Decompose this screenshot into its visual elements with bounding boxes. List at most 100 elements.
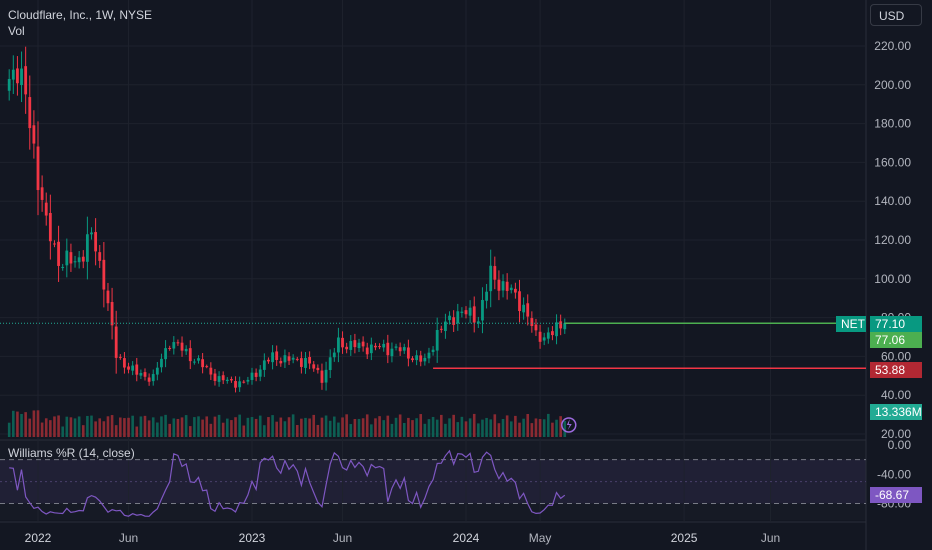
candle-body — [513, 288, 517, 293]
volume-bar — [114, 425, 118, 437]
volume-bar — [526, 414, 530, 437]
volume-bar — [337, 422, 340, 437]
volume-bar — [411, 420, 414, 437]
volume-bar — [172, 418, 176, 437]
candle-body — [435, 329, 439, 351]
candle-body — [61, 266, 65, 268]
candle-body — [299, 358, 303, 367]
volume-bar — [65, 416, 69, 437]
volume-bar — [353, 419, 357, 437]
volume-bar — [390, 423, 394, 437]
volume-bar — [481, 419, 484, 437]
candle-body — [476, 321, 480, 324]
volume-bar — [431, 416, 435, 437]
volume-bar — [456, 422, 460, 437]
candle-body — [213, 373, 217, 381]
candle-body — [69, 252, 73, 264]
candle-body — [131, 365, 135, 371]
time-axis-label: Jun — [761, 531, 780, 545]
candle-body — [518, 291, 521, 312]
candle-body — [7, 78, 11, 91]
candle-body — [151, 374, 155, 382]
volume-bar — [312, 414, 316, 437]
candle-body — [258, 369, 262, 377]
time-axis-label: 2023 — [239, 531, 266, 545]
volume-bar — [464, 421, 468, 437]
volume-bar — [24, 412, 27, 437]
volume-bar — [485, 417, 488, 437]
candle-body — [337, 337, 340, 353]
volume-bar — [497, 423, 501, 437]
volume-bar — [102, 421, 106, 437]
candle-body — [402, 347, 406, 351]
candle-body — [127, 366, 130, 370]
candle-body — [324, 369, 328, 383]
candle-body — [357, 342, 361, 349]
volume-bar — [258, 415, 262, 437]
candle-body — [304, 357, 307, 368]
indicator-title[interactable]: Williams %R (14, close) — [8, 446, 135, 460]
candle-body — [530, 318, 534, 326]
volume-bar — [271, 415, 274, 437]
candle-body — [345, 346, 349, 350]
candle-body — [538, 331, 542, 342]
candle-body — [106, 290, 110, 304]
currency-button[interactable]: USD — [870, 4, 922, 26]
candle-body — [81, 256, 85, 262]
price-axis-label: 200.00 — [874, 78, 911, 92]
candle-body — [11, 69, 15, 80]
price-sub-tag: 77.06 — [870, 332, 922, 348]
volume-tag: 13.336M — [870, 404, 922, 420]
candle-body — [160, 358, 163, 368]
volume-bar — [123, 418, 126, 437]
volume-bar — [201, 419, 204, 437]
volume-bar — [73, 418, 77, 437]
volume-bar — [555, 419, 558, 437]
time-axis-label: 2024 — [453, 531, 480, 545]
candle-body — [464, 310, 468, 315]
candle-body — [398, 347, 402, 352]
volume-bar — [28, 418, 32, 437]
volume-bar — [300, 418, 303, 437]
volume-bar — [563, 420, 567, 437]
candle-body — [382, 343, 386, 348]
price-tag: 77.10 — [870, 316, 922, 332]
candle-body — [246, 379, 250, 382]
volume-bar — [176, 418, 180, 437]
candle-body — [20, 68, 23, 86]
candle-body — [349, 341, 353, 350]
volume-bar — [106, 416, 110, 437]
volume-bar — [119, 417, 122, 437]
volume-bar — [440, 414, 443, 437]
candle-body — [468, 307, 472, 316]
volume-bar — [86, 415, 89, 437]
volume-bar — [205, 416, 209, 437]
volume-bar — [423, 423, 427, 437]
volume-bar — [53, 416, 56, 437]
volume-bar — [291, 414, 295, 437]
candle-body — [73, 261, 77, 263]
volume-bar — [361, 418, 365, 437]
price-axis-label: 160.00 — [874, 155, 911, 169]
volume-bar — [349, 424, 353, 437]
candle-body — [168, 347, 172, 349]
candle-body — [374, 345, 377, 348]
candle-body — [65, 250, 69, 266]
price-axis-label: 120.00 — [874, 233, 911, 247]
price-axis-label: 220.00 — [874, 39, 911, 53]
volume-label[interactable]: Vol — [8, 24, 25, 38]
candle-body — [238, 381, 242, 388]
candle-body — [444, 321, 447, 332]
candle-body — [242, 381, 246, 383]
volume-bar — [156, 422, 159, 437]
volume-bar — [131, 415, 134, 437]
time-axis-label: 2022 — [25, 531, 52, 545]
symbol-tag: NET — [836, 316, 866, 332]
volume-bar — [168, 423, 171, 437]
volume-bar — [489, 419, 492, 437]
candle-body — [534, 324, 538, 331]
candle-body — [234, 381, 237, 388]
symbol-title[interactable]: Cloudflare, Inc., 1W, NYSE — [8, 8, 153, 22]
